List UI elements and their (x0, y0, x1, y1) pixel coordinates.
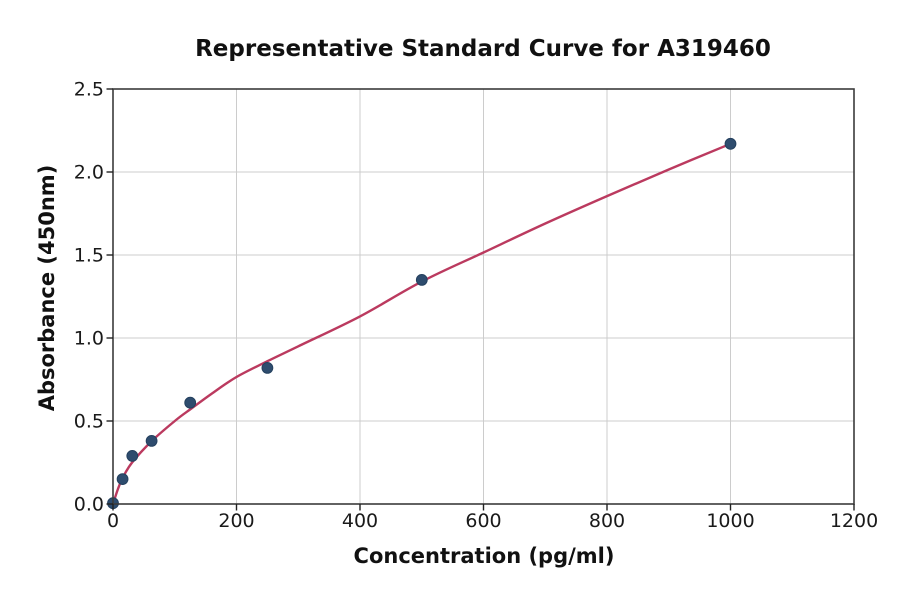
y-tick-label: 1.5 (74, 245, 104, 267)
x-tick-label: 1000 (706, 510, 754, 532)
x-tick-label: 800 (589, 510, 625, 532)
data-point (724, 137, 737, 150)
x-tick-label: 0 (107, 510, 119, 532)
data-point (261, 362, 274, 374)
y-tick-label: 0.5 (74, 411, 104, 433)
data-point (116, 473, 129, 486)
x-tick-label: 200 (218, 510, 254, 532)
data-point (145, 435, 158, 447)
x-tick-label: 1200 (830, 510, 878, 532)
y-tick-label: 1.0 (74, 328, 104, 350)
y-tick-label: 0.0 (74, 494, 104, 516)
y-axis-label: Absorbance (450nm) (35, 164, 59, 412)
data-point (184, 396, 197, 409)
fit-curve-line (111, 142, 732, 506)
y-tick-label: 2.0 (74, 162, 104, 184)
x-tick-label: 600 (465, 510, 501, 532)
data-point (126, 450, 139, 462)
chart-title: Representative Standard Curve for A31946… (195, 36, 771, 62)
x-tick-label: 400 (342, 510, 378, 532)
x-axis-label: Concentration (pg/ml) (353, 544, 615, 568)
y-tick-label: 2.5 (74, 79, 104, 101)
data-point (415, 274, 428, 286)
